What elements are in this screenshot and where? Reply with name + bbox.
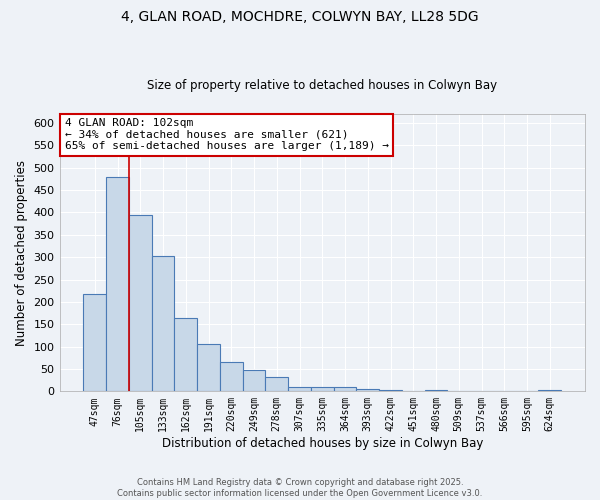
- Bar: [175, 318, 197, 392]
- Bar: [220, 362, 242, 392]
- Text: 4 GLAN ROAD: 102sqm
← 34% of detached houses are smaller (621)
65% of semi-detac: 4 GLAN ROAD: 102sqm ← 34% of detached ho…: [65, 118, 389, 152]
- Bar: [265, 377, 288, 392]
- Bar: [311, 387, 334, 392]
- Bar: [129, 214, 152, 392]
- X-axis label: Distribution of detached houses by size in Colwyn Bay: Distribution of detached houses by size …: [161, 437, 483, 450]
- Title: Size of property relative to detached houses in Colwyn Bay: Size of property relative to detached ho…: [147, 79, 497, 92]
- Bar: [197, 344, 220, 392]
- Bar: [425, 390, 448, 392]
- Bar: [106, 176, 129, 392]
- Bar: [334, 388, 356, 392]
- Bar: [152, 256, 175, 392]
- Bar: [379, 390, 402, 392]
- Text: 4, GLAN ROAD, MOCHDRE, COLWYN BAY, LL28 5DG: 4, GLAN ROAD, MOCHDRE, COLWYN BAY, LL28 …: [121, 10, 479, 24]
- Bar: [288, 388, 311, 392]
- Bar: [83, 294, 106, 392]
- Bar: [356, 388, 379, 392]
- Bar: [538, 390, 561, 392]
- Text: Contains HM Land Registry data © Crown copyright and database right 2025.
Contai: Contains HM Land Registry data © Crown c…: [118, 478, 482, 498]
- Bar: [242, 370, 265, 392]
- Y-axis label: Number of detached properties: Number of detached properties: [15, 160, 28, 346]
